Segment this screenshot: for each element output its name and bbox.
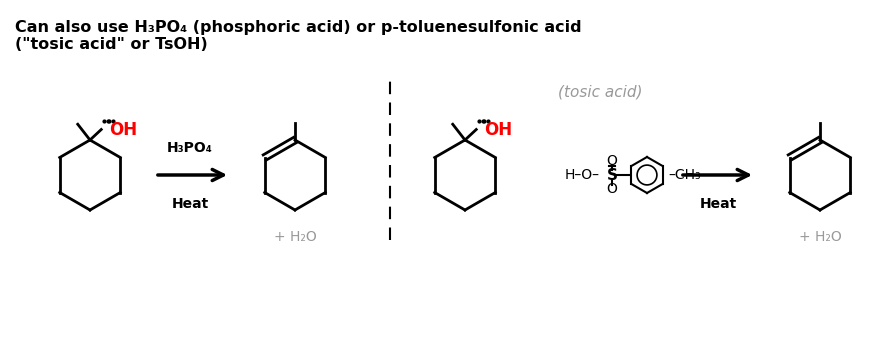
Text: Heat: Heat (172, 197, 208, 211)
Text: + H₂O: + H₂O (273, 230, 316, 244)
Text: OH: OH (110, 121, 138, 139)
Text: + H₂O: + H₂O (799, 230, 841, 244)
Text: Heat: Heat (699, 197, 737, 211)
Text: O: O (606, 154, 618, 168)
Text: H₃PO₄: H₃PO₄ (167, 141, 213, 155)
Text: S: S (606, 167, 618, 183)
Text: H–O–: H–O– (565, 168, 600, 182)
Text: O: O (606, 182, 618, 196)
Text: OH: OH (484, 121, 512, 139)
Text: (tosic acid): (tosic acid) (558, 85, 642, 99)
Text: Can also use H₃PO₄ (phosphoric acid) or p-toluenesulfonic acid
("tosic acid" or : Can also use H₃PO₄ (phosphoric acid) or … (15, 20, 582, 53)
Text: –CH₃: –CH₃ (668, 168, 701, 182)
